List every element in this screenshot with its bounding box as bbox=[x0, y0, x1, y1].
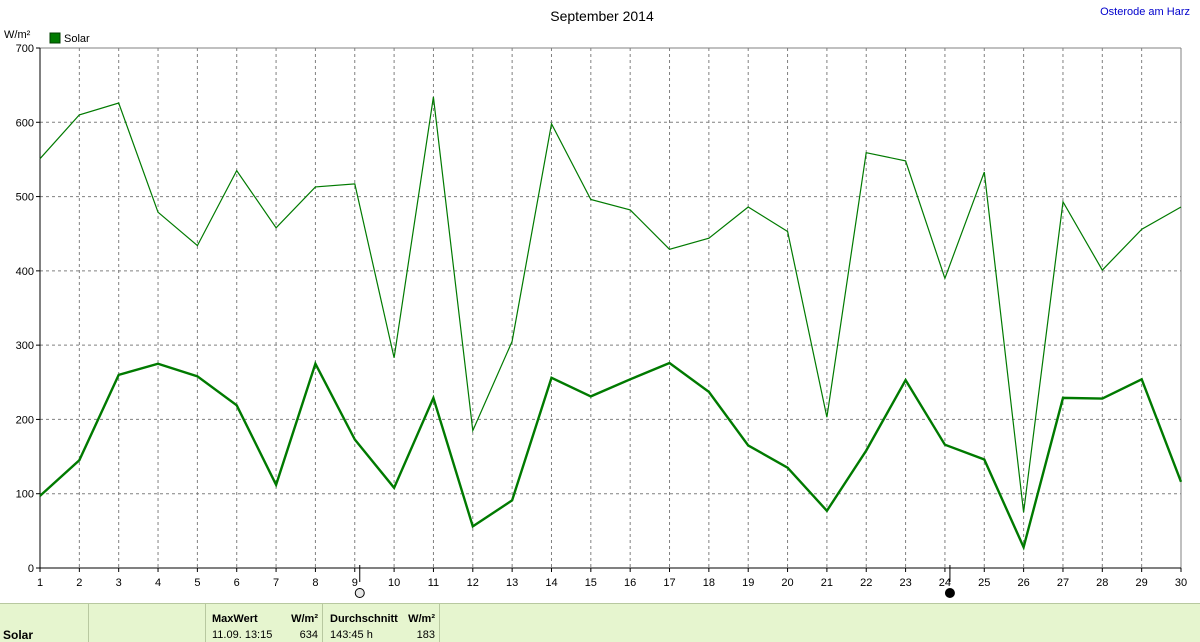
x-tick-label: 3 bbox=[116, 577, 122, 589]
x-tick-label: 30 bbox=[1175, 577, 1187, 589]
x-tick-label: 5 bbox=[194, 577, 200, 589]
y-tick-label: 300 bbox=[16, 340, 34, 352]
grid bbox=[40, 48, 1181, 568]
new-moon-icon bbox=[944, 588, 955, 598]
y-tick-label: 700 bbox=[16, 43, 34, 55]
y-tick-label: 500 bbox=[16, 192, 34, 204]
series-line-daily-max bbox=[39, 96, 1182, 513]
avg-duration: 143:45 h bbox=[330, 629, 373, 641]
chart-title: September 2014 bbox=[550, 8, 654, 24]
x-tick-label: 28 bbox=[1096, 577, 1108, 589]
full-moon-icon bbox=[354, 588, 365, 598]
x-tick-label: 26 bbox=[1017, 577, 1029, 589]
x-tick-label: 25 bbox=[978, 577, 990, 589]
x-tick-label: 27 bbox=[1057, 577, 1069, 589]
x-tick-label: 4 bbox=[155, 577, 161, 589]
summary-table: Solar MaxWert W/m² 11.09. 13:15 634 Durc… bbox=[0, 603, 1200, 642]
x-tick-label: 17 bbox=[663, 577, 675, 589]
x-tick-label: 7 bbox=[273, 577, 279, 589]
x-tick-label: 24 bbox=[939, 577, 951, 589]
max-datetime: 11.09. 13:15 bbox=[212, 629, 273, 641]
x-tick-label: 9 bbox=[352, 577, 358, 589]
y-tick-label: 400 bbox=[16, 266, 34, 278]
x-tick-label: 2 bbox=[76, 577, 82, 589]
y-axis-ticks: 0 100 200 300 400 500 600 700 bbox=[16, 43, 40, 575]
plot-frame bbox=[39, 47, 1182, 569]
x-tick-label: 15 bbox=[585, 577, 597, 589]
y-tick-label: 100 bbox=[16, 489, 34, 501]
x-tick-label: 16 bbox=[624, 577, 636, 589]
x-tick-label: 20 bbox=[781, 577, 793, 589]
y-tick-label: 0 bbox=[28, 563, 34, 575]
max-header: MaxWert bbox=[212, 613, 258, 625]
summary-max-cell: MaxWert W/m² 11.09. 13:15 634 bbox=[206, 604, 323, 642]
x-tick-label: 6 bbox=[234, 577, 240, 589]
x-tick-label: 13 bbox=[506, 577, 518, 589]
y-axis-unit-label: W/m² bbox=[4, 29, 31, 41]
x-tick-label: 21 bbox=[821, 577, 833, 589]
y-tick-label: 200 bbox=[16, 414, 34, 426]
series-line-daily-average bbox=[39, 360, 1183, 551]
x-tick-label: 23 bbox=[899, 577, 911, 589]
x-tick-label: 12 bbox=[467, 577, 479, 589]
x-tick-label: 22 bbox=[860, 577, 872, 589]
location-link[interactable]: Osterode am Harz bbox=[1100, 6, 1190, 18]
max-unit: W/m² bbox=[291, 613, 318, 625]
moon-phase-markers bbox=[354, 565, 955, 598]
summary-avg-cell: Durchschnitt W/m² 143:45 h 183 bbox=[323, 604, 440, 642]
x-tick-label: 11 bbox=[428, 577, 439, 589]
avg-value: 183 bbox=[416, 629, 435, 641]
summary-row-label: Solar bbox=[3, 628, 34, 642]
x-tick-label: 8 bbox=[312, 577, 318, 589]
x-tick-label: 18 bbox=[703, 577, 715, 589]
legend-swatch bbox=[49, 32, 61, 44]
summary-label-cell: Solar bbox=[0, 604, 89, 642]
max-value: 634 bbox=[299, 629, 318, 641]
chart: September 2014 W/m² Solar 0 100 200 300 400 5… bbox=[4, 8, 1187, 598]
summary-spacer-cell bbox=[89, 604, 206, 642]
avg-header: Durchschnitt bbox=[330, 613, 398, 625]
legend: Solar bbox=[49, 32, 90, 45]
x-tick-label: 19 bbox=[742, 577, 754, 589]
x-tick-label: 10 bbox=[388, 577, 400, 589]
x-tick-label: 1 bbox=[37, 577, 43, 589]
x-axis-ticks: 1 2 3 4 5 6 7 8 9 10 11 12 13 14 15 16 17 18 19 20 21 22 23 24 2… bbox=[37, 568, 1187, 589]
avg-unit: W/m² bbox=[408, 613, 435, 625]
series-lines bbox=[39, 96, 1183, 551]
x-tick-label: 14 bbox=[545, 577, 557, 589]
x-tick-label: 29 bbox=[1136, 577, 1148, 589]
legend-label: Solar bbox=[64, 33, 90, 45]
y-tick-label: 600 bbox=[16, 117, 34, 129]
